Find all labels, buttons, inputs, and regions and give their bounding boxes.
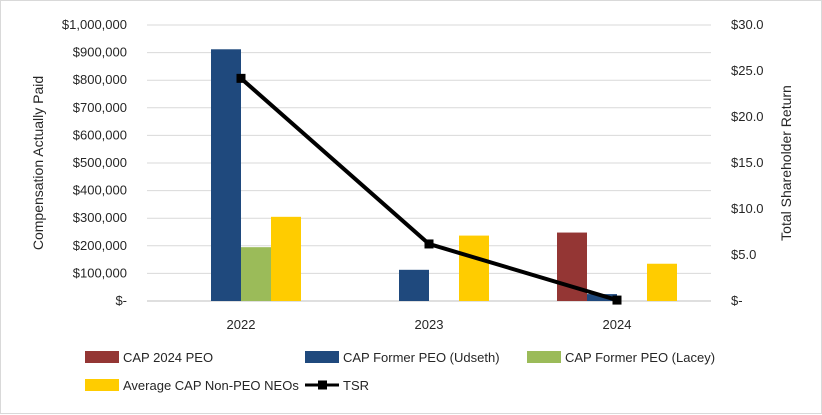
bar-average-cap-non-peo-neos-2022	[271, 216, 301, 301]
y-tick-label: $300,000	[73, 210, 127, 225]
x-tick-label: 2022	[227, 317, 256, 332]
y-tick-label: $400,000	[73, 183, 127, 198]
y-tick-label: $500,000	[73, 155, 127, 170]
tsr-point-2024	[612, 295, 622, 305]
y-tick-label: $-	[115, 293, 127, 308]
legend-label-cap-former-peo-udseth: CAP Former PEO (Udseth)	[343, 350, 500, 365]
tsr-point-2022	[236, 73, 246, 83]
bars	[211, 49, 677, 302]
y-right-tick-label: $30.0	[731, 17, 764, 32]
legend: CAP 2024 PEO CAP Former PEO (Udseth) CAP F…	[85, 350, 715, 393]
tsr-line	[236, 73, 622, 305]
legend-label-cap-former-peo-lacey: CAP Former PEO (Lacey)	[565, 350, 715, 365]
x-tick-label: 2023	[415, 317, 444, 332]
bar-cap-former-peo-lacey-2022	[241, 247, 271, 301]
tsr-point-2023	[424, 239, 434, 249]
bar-average-cap-non-peo-neos-2023	[459, 235, 489, 301]
y-tick-label: $1,000,000	[62, 17, 127, 32]
y-tick-label: $900,000	[73, 45, 127, 60]
x-tick-label: 2024	[603, 317, 632, 332]
right-axis-ticks: $- $5.0 $10.0 $15.0 $20.0 $25.0 $30.0	[731, 17, 764, 308]
bar-average-cap-non-peo-neos-2024	[647, 263, 677, 301]
y-axis-right-title: Total Shareholder Return	[778, 85, 794, 241]
y-right-tick-label: $20.0	[731, 109, 764, 124]
y-right-tick-label: $10.0	[731, 201, 764, 216]
y-tick-label: $800,000	[73, 72, 127, 87]
y-right-tick-label: $15.0	[731, 155, 764, 170]
bar-cap-former-peo-udseth-2023	[399, 269, 429, 301]
x-axis-ticks: 2022 2023 2024	[227, 317, 632, 332]
bar-cap-former-peo-udseth-2022	[211, 49, 241, 302]
legend-label-tsr: TSR	[343, 378, 369, 393]
legend-swatch-cap-former-peo-lacey	[527, 351, 561, 363]
y-right-tick-label: $5.0	[731, 247, 756, 262]
y-axis-title: Compensation Actually Paid	[30, 76, 46, 250]
legend-label-average-cap-non-peo-neos: Average CAP Non-PEO NEOs	[123, 378, 299, 393]
legend-swatch-average-cap-non-peo-neos	[85, 379, 119, 391]
y-right-tick-label: $25.0	[731, 63, 764, 78]
y-tick-label: $200,000	[73, 238, 127, 253]
left-axis-ticks: $- $100,000 $200,000 $300,000 $400,000 $500,0…	[62, 17, 127, 308]
legend-swatch-cap-2024-peo	[85, 351, 119, 363]
legend-label-cap-2024-peo: CAP 2024 PEO	[123, 350, 213, 365]
y-tick-label: $100,000	[73, 265, 127, 280]
legend-swatch-tsr-marker	[318, 380, 327, 390]
legend-swatch-cap-former-peo-udseth	[305, 351, 339, 363]
y-tick-label: $700,000	[73, 100, 127, 115]
y-tick-label: $600,000	[73, 127, 127, 142]
y-right-tick-label: $-	[731, 293, 743, 308]
